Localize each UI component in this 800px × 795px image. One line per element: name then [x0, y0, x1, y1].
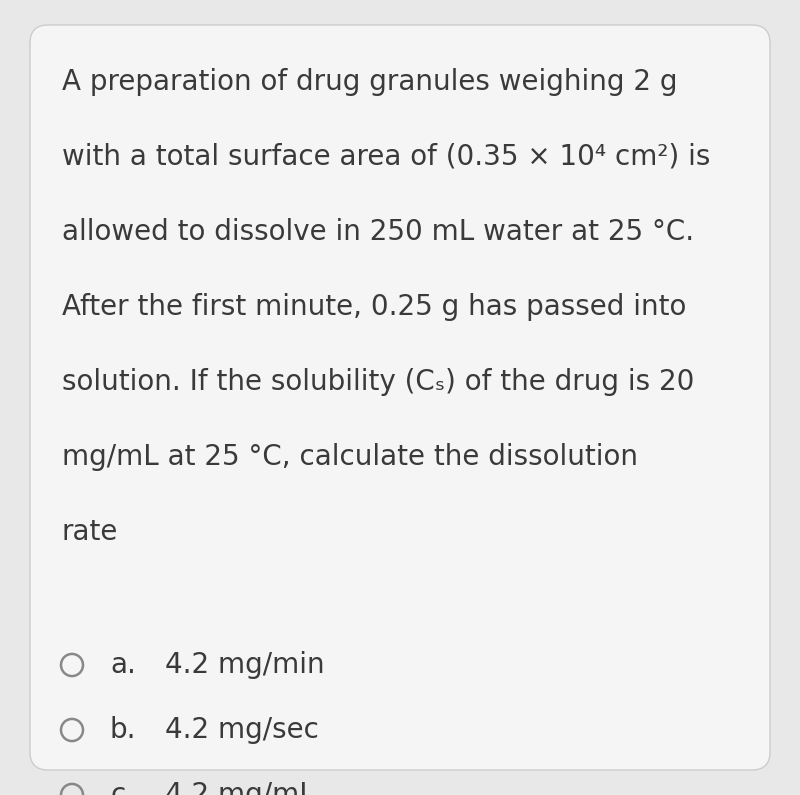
Text: with a total surface area of (0.35 × 10⁴ cm²) is: with a total surface area of (0.35 × 10⁴… — [62, 143, 710, 171]
Text: mg/mL at 25 °C, calculate the dissolution: mg/mL at 25 °C, calculate the dissolutio… — [62, 443, 638, 471]
Text: 4.2 mg/min: 4.2 mg/min — [165, 651, 325, 679]
FancyBboxPatch shape — [30, 25, 770, 770]
Text: 4.2 mg/sec: 4.2 mg/sec — [165, 716, 319, 744]
Text: rate: rate — [62, 518, 118, 546]
Text: A preparation of drug granules weighing 2 g: A preparation of drug granules weighing … — [62, 68, 678, 96]
Text: solution. If the solubility (Cₛ) of the drug is 20: solution. If the solubility (Cₛ) of the … — [62, 368, 694, 396]
Text: After the first minute, 0.25 g has passed into: After the first minute, 0.25 g has passe… — [62, 293, 686, 321]
Text: allowed to dissolve in 250 mL water at 25 °C.: allowed to dissolve in 250 mL water at 2… — [62, 218, 694, 246]
Text: a.: a. — [110, 651, 136, 679]
Text: c.: c. — [110, 781, 134, 795]
Text: b.: b. — [110, 716, 137, 744]
Text: 4.2 mg/mL: 4.2 mg/mL — [165, 781, 314, 795]
